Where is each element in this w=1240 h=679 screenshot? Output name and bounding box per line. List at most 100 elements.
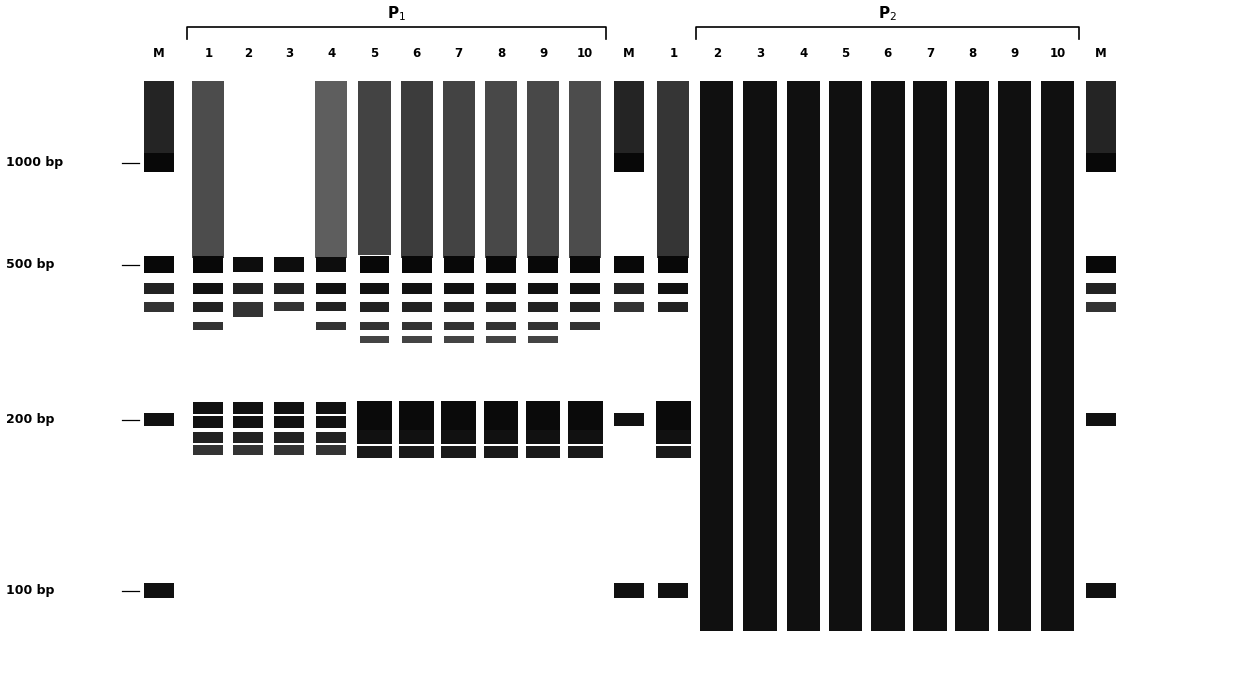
Bar — [444, 321, 474, 330]
Bar — [528, 283, 558, 294]
Text: 3: 3 — [756, 47, 764, 60]
Bar — [360, 283, 389, 294]
Bar — [485, 81, 517, 258]
Bar — [357, 415, 392, 430]
Bar — [399, 415, 434, 430]
Bar — [316, 322, 346, 330]
Bar — [484, 430, 518, 444]
Text: P$_2$: P$_2$ — [878, 4, 897, 23]
Bar — [997, 81, 1032, 631]
Bar — [526, 415, 560, 430]
Text: 9: 9 — [1011, 47, 1018, 60]
Bar — [526, 446, 560, 458]
Bar — [193, 283, 223, 294]
Bar — [316, 445, 346, 455]
Bar — [274, 432, 304, 443]
Bar — [193, 445, 223, 455]
Bar — [193, 432, 223, 443]
Bar — [658, 283, 688, 294]
Bar — [656, 415, 691, 430]
Bar — [402, 256, 432, 273]
Bar — [658, 256, 688, 273]
Bar — [274, 416, 304, 428]
Bar — [744, 81, 776, 631]
Bar — [444, 283, 474, 294]
Bar — [441, 415, 476, 430]
Bar — [484, 415, 518, 430]
Bar — [316, 302, 346, 311]
Bar — [144, 256, 174, 273]
Bar — [527, 81, 559, 258]
Bar — [441, 430, 476, 444]
Bar — [233, 308, 263, 317]
Text: 5: 5 — [371, 47, 378, 60]
Bar — [656, 430, 691, 444]
Bar — [358, 81, 391, 255]
Bar — [193, 321, 223, 330]
Bar — [233, 402, 263, 414]
Bar — [441, 446, 476, 458]
Bar — [316, 432, 346, 443]
Bar — [956, 81, 990, 631]
Bar — [444, 256, 474, 273]
Bar — [830, 81, 863, 631]
Bar — [144, 153, 174, 172]
Bar — [316, 284, 346, 293]
Text: 6: 6 — [884, 47, 892, 60]
Bar — [614, 583, 644, 598]
Text: 6: 6 — [413, 47, 420, 60]
Bar — [569, 81, 601, 258]
Bar — [402, 283, 432, 294]
Bar — [144, 81, 174, 163]
Bar — [193, 302, 223, 312]
Bar — [526, 401, 560, 416]
Bar — [144, 583, 174, 598]
Bar — [193, 416, 223, 428]
Bar — [144, 413, 174, 426]
Text: P$_1$: P$_1$ — [387, 4, 407, 23]
Bar — [274, 402, 304, 414]
Bar — [233, 445, 263, 455]
Bar — [316, 257, 346, 272]
Bar — [570, 256, 600, 273]
Text: 8: 8 — [497, 47, 505, 60]
Bar — [484, 401, 518, 416]
Bar — [568, 430, 603, 444]
Text: 8: 8 — [968, 47, 976, 60]
Bar — [528, 256, 558, 273]
Text: 1: 1 — [205, 47, 212, 60]
Bar — [193, 402, 223, 414]
Text: 10: 10 — [1049, 47, 1066, 60]
Bar — [357, 430, 392, 444]
Bar — [233, 302, 263, 311]
Bar — [233, 284, 263, 293]
Bar — [357, 446, 392, 458]
Bar — [614, 413, 644, 426]
Bar — [360, 302, 389, 312]
Text: 1: 1 — [670, 47, 677, 60]
Bar — [486, 321, 516, 330]
Bar — [399, 401, 434, 416]
Text: M: M — [1095, 47, 1107, 60]
Bar — [699, 81, 734, 631]
Bar — [360, 336, 389, 344]
Bar — [274, 257, 304, 272]
Bar — [441, 401, 476, 416]
Text: 4: 4 — [327, 47, 335, 60]
Bar — [316, 402, 346, 414]
Bar — [656, 446, 691, 458]
Bar — [274, 302, 304, 311]
Bar — [570, 302, 600, 312]
Bar — [658, 583, 688, 598]
Bar — [1086, 302, 1116, 312]
Bar — [399, 446, 434, 458]
Bar — [568, 446, 603, 458]
Bar — [486, 336, 516, 344]
Bar — [658, 302, 688, 312]
Bar — [787, 81, 821, 631]
Text: 200 bp: 200 bp — [6, 413, 55, 426]
Text: 4: 4 — [800, 47, 807, 60]
Bar — [402, 321, 432, 330]
Bar — [913, 81, 947, 631]
Bar — [402, 336, 432, 344]
